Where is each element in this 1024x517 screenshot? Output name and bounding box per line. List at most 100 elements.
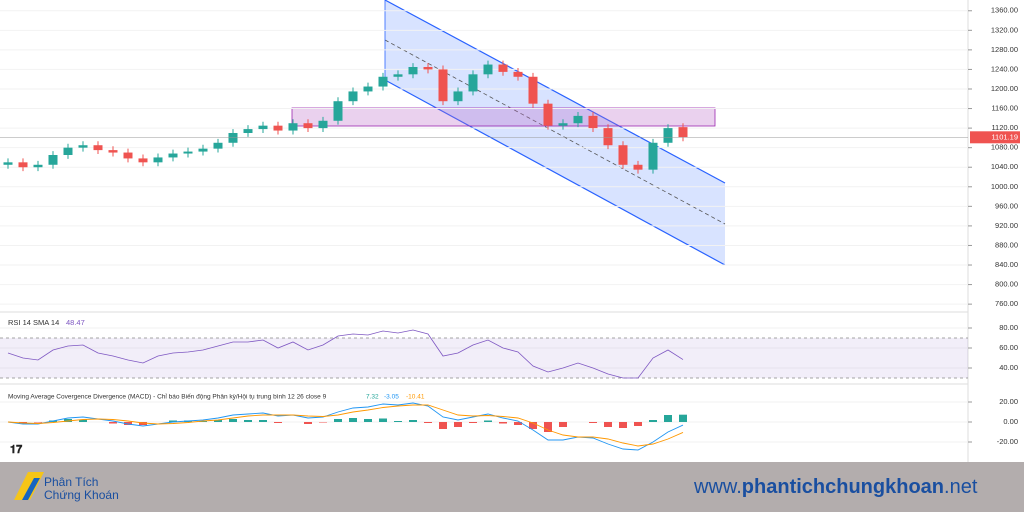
- candle-body: [678, 127, 688, 138]
- candle-body: [303, 123, 313, 129]
- candle-body: [408, 66, 418, 75]
- histogram-bar: [604, 422, 612, 427]
- zone-rectangle: [291, 107, 716, 127]
- y-tick-label: 1280.00: [991, 45, 1018, 54]
- candle-body: [423, 66, 433, 70]
- candle-body: [438, 69, 448, 102]
- logo-text: Phân Tích: [44, 475, 98, 489]
- histogram-bar: [334, 419, 342, 422]
- candle-body: [483, 64, 493, 75]
- candle-body: [93, 145, 103, 151]
- candle-body: [393, 74, 403, 77]
- histogram-bar: [634, 422, 642, 426]
- series-line: [7, 329, 684, 379]
- histogram-bar: [64, 419, 72, 422]
- candle-body: [513, 71, 523, 77]
- candle-body: [258, 125, 268, 130]
- candle-body: [63, 147, 73, 155]
- y-tick-label: 880.00: [995, 240, 1018, 249]
- histogram-bar: [304, 422, 312, 424]
- y-tick-label: 80.00: [999, 323, 1018, 332]
- candle-body: [78, 145, 88, 148]
- y-tick-label: 1040.00: [991, 162, 1018, 171]
- candle-body: [363, 86, 373, 92]
- channel-fill: [385, 0, 725, 265]
- y-tick-label: -20.00: [997, 437, 1018, 446]
- y-tick-label: 1160.00: [991, 104, 1018, 113]
- candle-body: [123, 152, 133, 159]
- candle-body: [498, 64, 508, 72]
- candle-body: [243, 129, 253, 133]
- histogram-bar: [469, 422, 477, 423]
- candle-body: [588, 115, 598, 129]
- histogram-bar: [484, 420, 492, 422]
- price-tag-label: 1101.19: [991, 132, 1018, 141]
- candle-body: [543, 103, 553, 126]
- rsi-value: 48.47: [66, 318, 85, 327]
- histogram-bar: [679, 414, 687, 422]
- y-tick-label: 1080.00: [991, 143, 1018, 152]
- candle-body: [198, 148, 208, 152]
- histogram-bar: [409, 420, 417, 422]
- series-line: [7, 402, 684, 451]
- histogram-bar: [349, 418, 357, 422]
- candle-body: [273, 125, 283, 131]
- tv-logo: 𝟏𝟕: [10, 444, 23, 456]
- y-tick-label: 760.00: [995, 299, 1018, 308]
- candle-body: [318, 120, 328, 129]
- candle-body: [453, 91, 463, 102]
- macd-hist-value: 7.32: [366, 394, 379, 401]
- y-tick-label: 1120.00: [991, 123, 1018, 132]
- candle-body: [468, 74, 478, 92]
- histogram-bar: [124, 422, 132, 425]
- url-part: phantichchungkhoan: [742, 476, 944, 498]
- candle-body: [378, 76, 388, 87]
- histogram-bar: [649, 420, 657, 422]
- url-part: www.: [693, 476, 742, 498]
- y-tick-label: 1320.00: [991, 25, 1018, 34]
- candle-body: [18, 162, 28, 168]
- url-part: .net: [944, 476, 978, 498]
- channel-lower: [384, 79, 726, 266]
- histogram-bar: [454, 422, 462, 427]
- candle-body: [633, 164, 643, 170]
- signal-value: -10.41: [406, 394, 425, 401]
- histogram-bar: [619, 422, 627, 428]
- candle-body: [528, 76, 538, 104]
- candle-body: [3, 162, 13, 165]
- logo-mark: [22, 478, 40, 500]
- histogram-bar: [169, 420, 177, 422]
- y-tick-label: 0.00: [1003, 417, 1018, 426]
- histogram-bar: [34, 422, 42, 423]
- histogram-bar: [364, 419, 372, 422]
- histogram-bar: [319, 422, 327, 423]
- histogram-bar: [424, 422, 432, 423]
- y-tick-label: 840.00: [995, 260, 1018, 269]
- candle-body: [573, 115, 583, 124]
- y-tick-label: 20.00: [999, 397, 1018, 406]
- candle-body: [153, 157, 163, 163]
- footer: [0, 462, 1024, 512]
- candle-body: [288, 123, 298, 131]
- histogram-bar: [559, 422, 567, 427]
- logo-text: Chứng Khoán: [44, 488, 119, 502]
- histogram-bar: [259, 420, 267, 422]
- histogram-bar: [589, 422, 597, 423]
- histogram-bar: [394, 421, 402, 422]
- histogram-bar: [499, 422, 507, 424]
- candle-body: [663, 128, 673, 143]
- y-tick-label: 1240.00: [991, 64, 1018, 73]
- candle-body: [228, 132, 238, 143]
- candle-body: [183, 151, 193, 154]
- histogram-bar: [439, 422, 447, 429]
- candle-body: [558, 123, 568, 126]
- histogram-bar: [19, 422, 27, 423]
- histogram-bar: [514, 422, 522, 425]
- background: [0, 0, 1024, 462]
- candle-body: [618, 145, 628, 165]
- series-line: [7, 404, 684, 447]
- y-tick-label: 960.00: [995, 201, 1018, 210]
- histogram-bar: [664, 415, 672, 422]
- histogram-bar: [274, 422, 282, 423]
